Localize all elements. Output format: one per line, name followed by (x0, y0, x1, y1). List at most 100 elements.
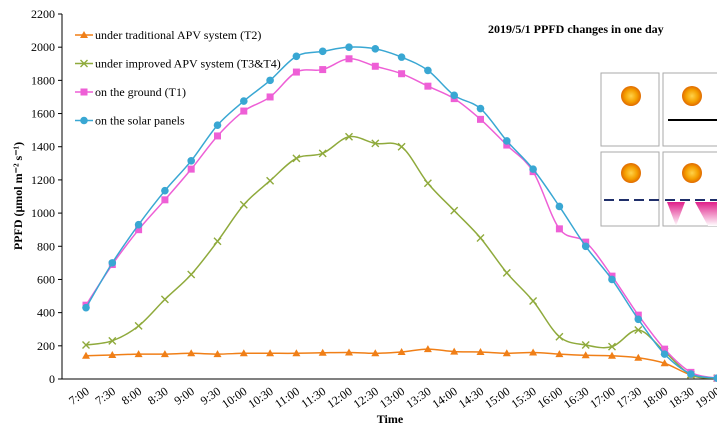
y-tick-label: 1600 (31, 107, 55, 121)
sun-icon (621, 163, 641, 183)
marker (214, 132, 221, 139)
y-tick-label: 800 (37, 239, 55, 253)
marker (398, 53, 406, 61)
marker (477, 234, 484, 241)
marker (293, 53, 301, 61)
marker (240, 201, 247, 208)
x-tick-label: 9:30 (198, 384, 224, 408)
series-markers (82, 345, 717, 381)
marker (214, 121, 222, 129)
legend-label: on the solar panels (95, 114, 185, 128)
marker (635, 315, 643, 323)
marker (109, 259, 117, 267)
inset-panel (663, 73, 717, 146)
marker (503, 137, 511, 145)
marker (372, 63, 379, 70)
marker (240, 108, 247, 115)
x-tick-label: 8:30 (145, 384, 171, 408)
sun-icon (621, 86, 641, 106)
legend-label: under improved APV system (T3&T4) (95, 57, 281, 71)
marker (424, 83, 431, 90)
marker (187, 157, 195, 165)
x-tick-label: 10:00 (219, 384, 249, 411)
marker (530, 298, 537, 305)
x-tick-label: 16:30 (561, 384, 591, 411)
marker (266, 77, 274, 85)
marker (582, 242, 590, 250)
marker (214, 238, 221, 245)
x-axis-label: Time (377, 412, 404, 426)
marker (477, 105, 485, 113)
x-tick-label: 17:30 (614, 384, 644, 411)
x-tick-label: 7:00 (66, 384, 92, 408)
x-tick-label: 14:00 (429, 384, 459, 411)
marker (687, 370, 695, 378)
marker (293, 155, 300, 162)
marker (398, 143, 405, 150)
marker (477, 116, 484, 123)
sun-icon (682, 163, 702, 183)
legend-label: on the ground (T1) (95, 85, 186, 99)
y-tick-label: 400 (37, 306, 55, 320)
chart: 2019/5/1 PPFD changes in one day Time PP… (0, 0, 717, 429)
x-tick-label: 13:30 (403, 384, 433, 411)
x-tick-label: 12:00 (324, 384, 354, 411)
marker (80, 117, 88, 125)
x-tick-label: 11:00 (272, 384, 302, 411)
y-tick-label: 1000 (31, 206, 55, 220)
marker (346, 55, 353, 62)
x-tick-label: 17:00 (587, 384, 617, 411)
marker (267, 93, 274, 100)
marker (661, 350, 669, 358)
marker (240, 97, 248, 105)
marker (345, 43, 353, 51)
marker (556, 225, 563, 232)
x-tick-label: 7:30 (93, 384, 119, 408)
x-tick-label: 12:30 (351, 384, 381, 411)
marker (135, 221, 143, 229)
y-tick-label: 600 (37, 272, 55, 286)
marker (372, 45, 380, 53)
marker (161, 187, 169, 195)
x-tick-label: 14:30 (456, 384, 486, 411)
marker (188, 166, 195, 173)
marker (450, 91, 458, 99)
marker (503, 269, 510, 276)
y-tick-label: 1400 (31, 140, 55, 154)
marker (451, 207, 458, 214)
chart-title: 2019/5/1 PPFD changes in one day (488, 22, 664, 36)
legend-label: under traditional APV system (T2) (95, 28, 261, 42)
x-tick-label: 8:00 (119, 384, 145, 408)
y-tick-label: 200 (37, 339, 55, 353)
marker (319, 48, 327, 56)
x-tick-label: 18:00 (640, 384, 670, 411)
inset-diagram (601, 73, 717, 226)
x-tick-label: 10:30 (245, 384, 275, 411)
x-tick-label: 15:30 (508, 384, 538, 411)
marker (319, 150, 326, 157)
marker (293, 69, 300, 76)
marker (424, 180, 431, 187)
y-tick-label: 1200 (31, 173, 55, 187)
y-tick-label: 1800 (31, 73, 55, 87)
marker (82, 304, 90, 312)
marker (556, 203, 564, 211)
marker (319, 66, 326, 73)
y-axis-label: PPFD (μmol m⁻² s⁻¹) (11, 142, 25, 250)
x-tick-label: 16:00 (535, 384, 565, 411)
marker (529, 165, 537, 173)
y-tick-label: 0 (49, 372, 55, 386)
x-tick-label: 13:00 (377, 384, 407, 411)
marker (161, 196, 168, 203)
marker (135, 322, 142, 329)
x-tick-label: 15:00 (482, 384, 512, 411)
marker (424, 67, 432, 75)
x-tick-label: 19:00 (692, 384, 717, 411)
marker (267, 177, 274, 184)
x-tick-label: 18:30 (666, 384, 696, 411)
x-tick-label: 11:30 (298, 384, 328, 411)
inset-panel (601, 73, 659, 146)
sun-icon (682, 86, 702, 106)
marker (161, 296, 168, 303)
marker (398, 70, 405, 77)
